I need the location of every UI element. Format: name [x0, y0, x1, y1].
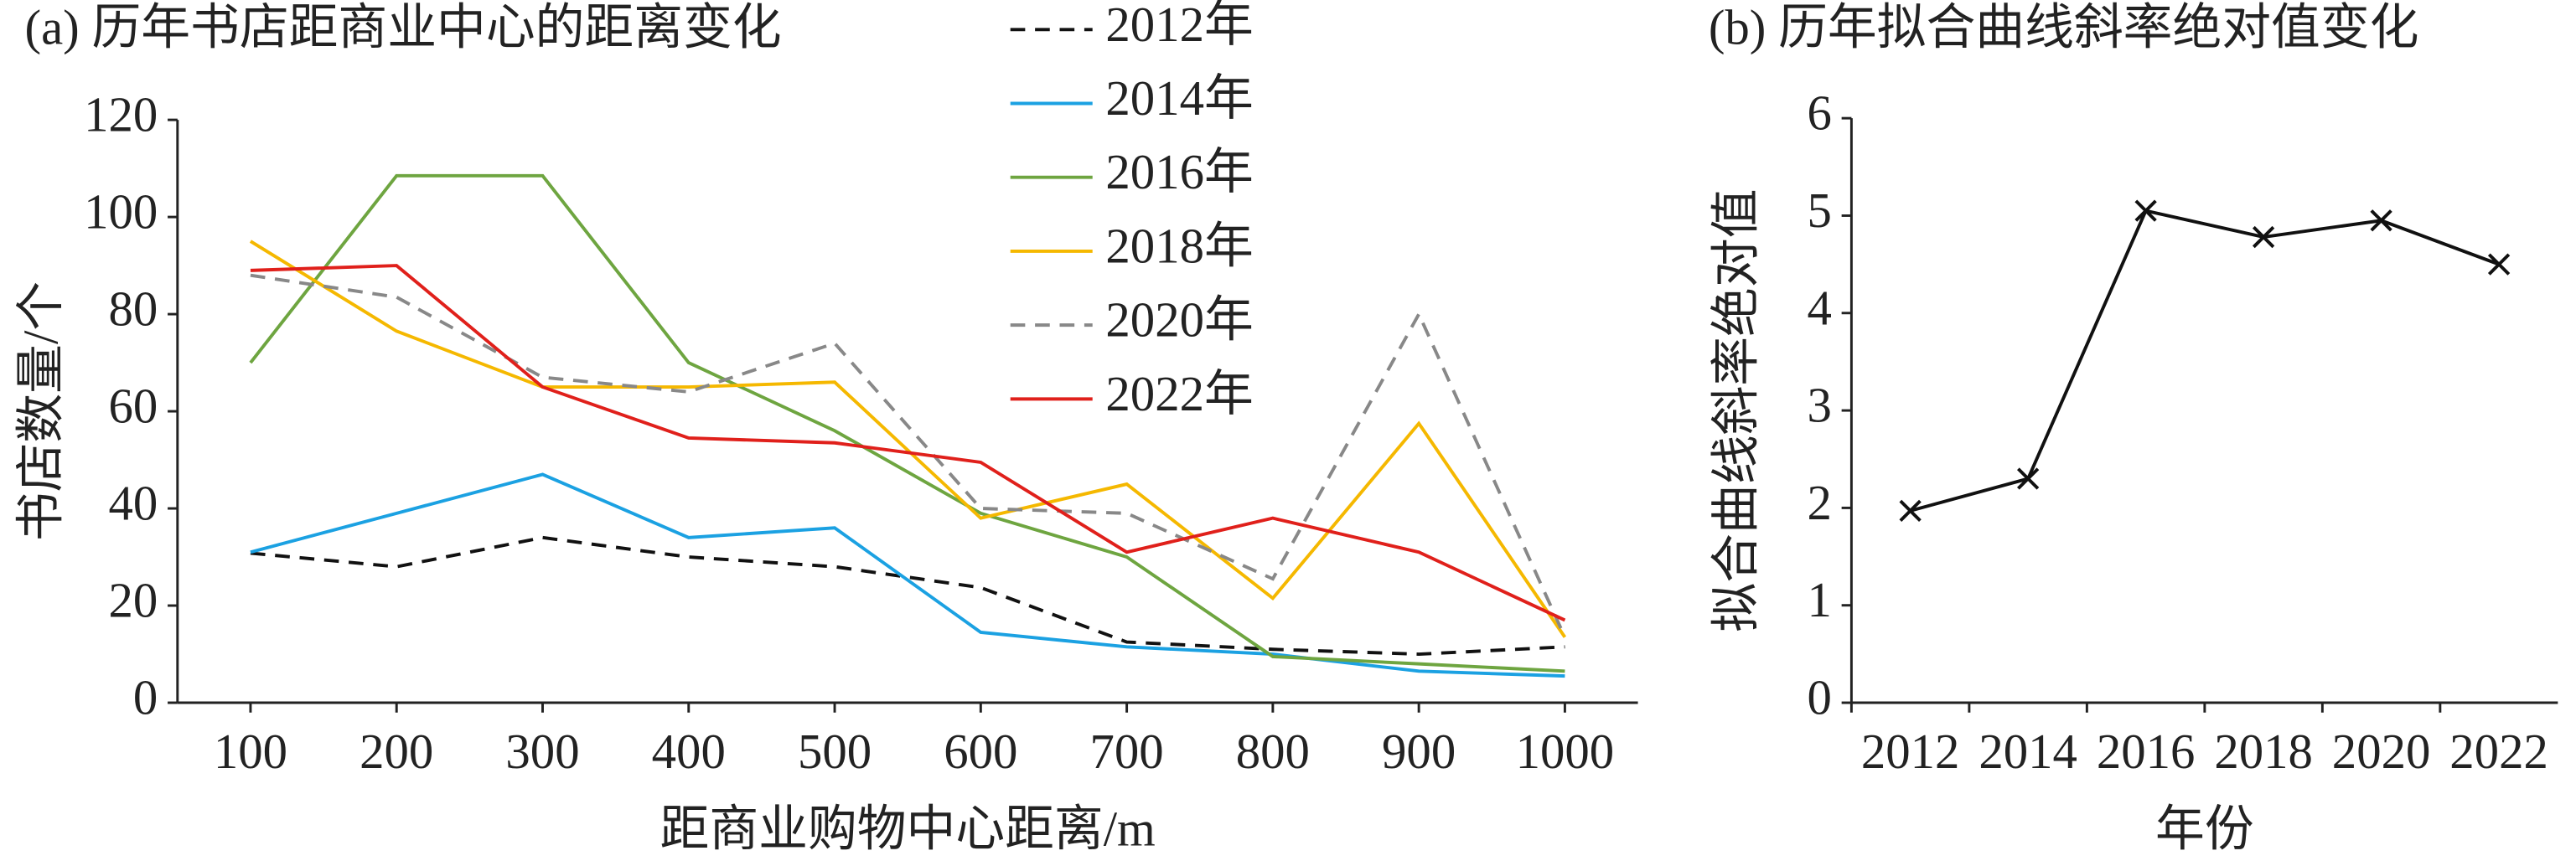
x-tick-label: 2022	[2449, 724, 2548, 779]
point-marker	[1899, 499, 1922, 523]
x-tick-label: 400	[652, 724, 726, 779]
legend-label: 2014年	[1105, 71, 1253, 126]
legend-label: 2012年	[1105, 0, 1253, 52]
legend-label: 2022年	[1105, 367, 1253, 421]
x-tick-label: 2014	[1979, 724, 2077, 779]
x-axis-label: 年份	[2155, 802, 2254, 856]
y-tick-label: 40	[108, 477, 158, 531]
series-line	[250, 264, 1566, 622]
x-tick-label: 2016	[2097, 724, 2196, 779]
y-tick-label: 0	[1807, 671, 1831, 725]
point-marker	[2370, 209, 2392, 232]
x-tick-label: 2018	[2214, 724, 2313, 779]
x-tick-label: 200	[360, 724, 433, 779]
legend-label: 2018年	[1105, 219, 1253, 273]
y-tick-label: 3	[1807, 379, 1831, 433]
y-axis-label: 书店数量/个	[13, 281, 68, 541]
y-tick-label: 2	[1807, 476, 1831, 530]
series-line	[249, 173, 1565, 673]
x-tick-label: 600	[944, 724, 1017, 779]
x-tick-label: 700	[1089, 724, 1163, 779]
series-line	[250, 535, 1565, 656]
x-tick-label: 300	[505, 724, 579, 779]
y-axis-label: 拟合曲线斜率绝对值	[1710, 188, 1764, 632]
x-tick-label: 100	[214, 724, 287, 779]
y-tick-label: 80	[108, 282, 158, 337]
y-tick-label: 1	[1807, 573, 1831, 627]
series-line	[250, 273, 1567, 638]
chart-title: (a) 历年书店距商业中心的距离变化	[25, 1, 782, 55]
y-tick-label: 6	[1807, 86, 1831, 141]
x-tick-label: 2020	[2332, 724, 2431, 779]
series-line	[250, 472, 1565, 678]
legend-label: 2020年	[1105, 293, 1253, 348]
point-marker	[2252, 225, 2275, 249]
y-tick-label: 20	[108, 574, 158, 628]
x-tick-label: 1000	[1516, 724, 1615, 779]
chart-title: (b) 历年拟合曲线斜率绝对值变化	[1709, 1, 2419, 55]
y-tick-label: 100	[84, 185, 158, 240]
y-tick-label: 0	[133, 671, 158, 725]
x-axis-label: 距商业购物中心距离/m	[660, 802, 1156, 856]
point-marker	[2016, 467, 2040, 490]
series-line	[1910, 209, 2500, 513]
y-tick-label: 5	[1807, 183, 1831, 238]
y-tick-label: 60	[108, 379, 158, 434]
x-tick-label: 2012	[1861, 724, 1960, 779]
series-line	[249, 240, 1567, 638]
y-tick-label: 120	[84, 88, 158, 142]
point-marker	[2487, 253, 2511, 276]
x-tick-label: 500	[798, 724, 872, 779]
legend-label: 2016年	[1105, 145, 1253, 199]
x-tick-label: 800	[1236, 724, 1310, 779]
y-tick-label: 4	[1807, 281, 1831, 335]
point-marker	[2134, 199, 2157, 222]
x-tick-label: 900	[1382, 724, 1456, 779]
